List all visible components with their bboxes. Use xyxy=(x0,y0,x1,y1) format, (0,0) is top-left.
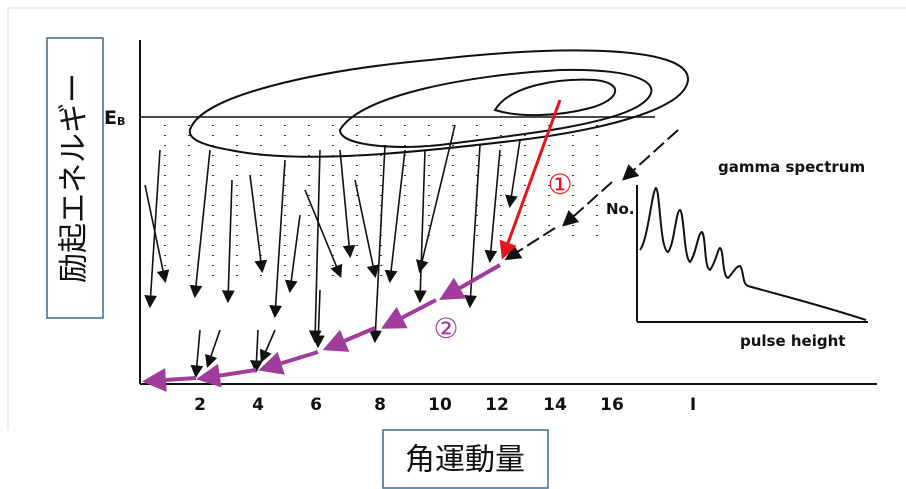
marker-2: ② xyxy=(433,312,458,345)
x-tick-label: I xyxy=(690,395,696,415)
decay-arrow xyxy=(250,175,262,270)
decay-arrow xyxy=(510,140,520,205)
inset-title: gamma spectrum xyxy=(718,158,865,176)
decay-arrow xyxy=(420,150,425,300)
x-tick-label: 14 xyxy=(543,395,567,415)
x-tick-label: 12 xyxy=(485,395,509,415)
decay-arrow xyxy=(195,150,210,295)
energy-subscript: B xyxy=(117,115,125,128)
inset-y-label: No. xyxy=(606,200,635,218)
x-ticks: 2 4 6 8 10 12 14 16 I xyxy=(194,395,696,415)
diagram: 励起エネルギー 角運動量 EB ① ② gamma spectrum No. xyxy=(0,0,906,489)
marker-1: ① xyxy=(547,168,572,201)
x-tick-label: 2 xyxy=(194,395,206,415)
decay-arrow xyxy=(145,185,165,280)
decay-arrow xyxy=(375,145,385,340)
x-tick-label: 8 xyxy=(374,395,386,415)
decay-arrow xyxy=(340,150,350,255)
inset-x-label: pulse height xyxy=(740,332,845,350)
decay-arrow xyxy=(390,150,405,280)
yrast-arrows xyxy=(508,130,678,258)
decay-arrow xyxy=(305,190,340,275)
decay-arrows xyxy=(145,125,597,375)
spectrum-inset xyxy=(637,185,868,322)
decay-arrow xyxy=(490,150,500,260)
decay-arrow xyxy=(290,215,300,290)
decay-arrow xyxy=(256,330,258,370)
x-tick-label: 4 xyxy=(252,395,264,415)
x-tick-label: 6 xyxy=(310,395,322,415)
decay-arrow xyxy=(275,160,285,315)
energy-symbol: E xyxy=(104,107,117,129)
energy-level-label: EB xyxy=(104,107,125,129)
y-axis-label: 励起エネルギー xyxy=(57,73,92,283)
decay-arrow xyxy=(318,290,320,345)
decay-arrow xyxy=(150,150,160,305)
x-axis-label: 角運動量 xyxy=(405,443,525,478)
decay-arrow xyxy=(208,330,220,365)
x-tick-label: 16 xyxy=(600,395,624,415)
contours xyxy=(190,50,688,156)
x-tick-label: 10 xyxy=(428,395,452,415)
decay-arrow xyxy=(228,180,232,300)
decay-arrow xyxy=(262,330,275,360)
decay-arrow xyxy=(355,180,375,275)
decay-arrow xyxy=(196,330,200,375)
